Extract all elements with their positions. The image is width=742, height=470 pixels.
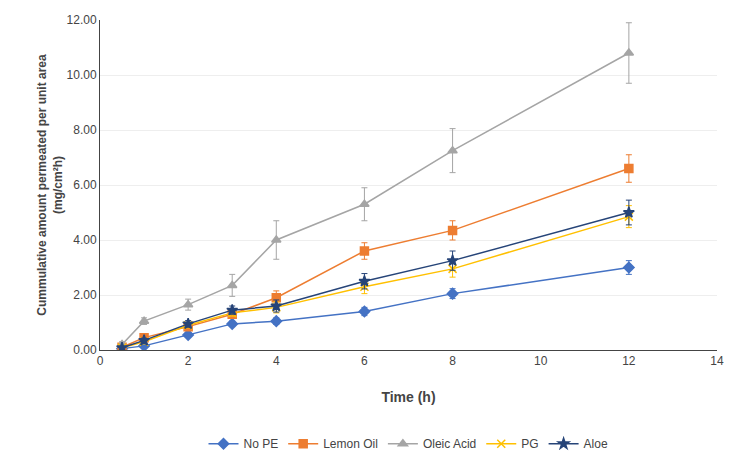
svg-text:14: 14: [710, 354, 724, 368]
svg-text:10: 10: [534, 354, 548, 368]
svg-text:2.00: 2.00: [73, 288, 97, 302]
svg-text:Time (h): Time (h): [381, 389, 435, 405]
svg-text:Lemon Oil: Lemon Oil: [323, 437, 378, 451]
svg-text:Oleic Acid: Oleic Acid: [423, 437, 476, 451]
svg-text:0: 0: [97, 354, 104, 368]
svg-text:12.00: 12.00: [67, 13, 97, 27]
svg-text:2: 2: [185, 354, 192, 368]
svg-text:Aloe: Aloe: [584, 437, 608, 451]
svg-text:10.00: 10.00: [67, 68, 97, 82]
svg-text:6.00: 6.00: [73, 178, 97, 192]
svg-text:4: 4: [273, 354, 280, 368]
svg-text:6: 6: [361, 354, 368, 368]
svg-text:12: 12: [622, 354, 636, 368]
svg-text:Cummulative amount permeated p: Cummulative amount permeated per unit ar…: [35, 54, 65, 316]
svg-text:8.00: 8.00: [73, 123, 97, 137]
svg-text:0.00: 0.00: [73, 343, 97, 357]
svg-text:8: 8: [449, 354, 456, 368]
svg-text:No PE: No PE: [244, 437, 279, 451]
svg-text:PG: PG: [521, 437, 538, 451]
svg-text:4.00: 4.00: [73, 233, 97, 247]
